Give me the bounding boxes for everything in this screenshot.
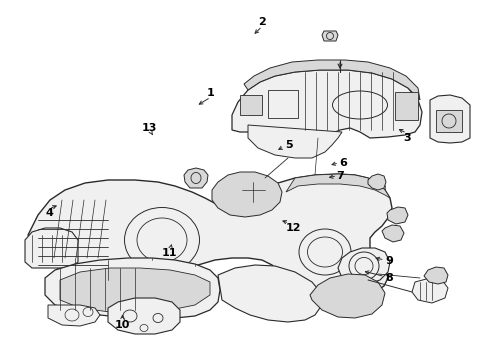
Polygon shape bbox=[28, 174, 392, 298]
Polygon shape bbox=[45, 258, 220, 318]
Polygon shape bbox=[218, 265, 322, 322]
Polygon shape bbox=[108, 298, 180, 334]
Text: 2: 2 bbox=[258, 17, 266, 27]
Text: 1: 1 bbox=[207, 88, 215, 98]
Polygon shape bbox=[60, 268, 210, 312]
Text: 13: 13 bbox=[142, 123, 157, 133]
Polygon shape bbox=[25, 228, 78, 268]
Text: 9: 9 bbox=[386, 256, 393, 266]
Text: 12: 12 bbox=[285, 222, 301, 233]
Polygon shape bbox=[240, 95, 262, 115]
Text: 11: 11 bbox=[161, 248, 177, 258]
Polygon shape bbox=[248, 125, 342, 158]
Text: 3: 3 bbox=[403, 132, 411, 143]
Polygon shape bbox=[412, 278, 448, 303]
Polygon shape bbox=[382, 225, 404, 242]
Polygon shape bbox=[430, 95, 470, 143]
Polygon shape bbox=[244, 60, 420, 100]
Text: 5: 5 bbox=[285, 140, 293, 150]
Text: 8: 8 bbox=[386, 273, 393, 283]
Polygon shape bbox=[322, 31, 338, 41]
Polygon shape bbox=[387, 207, 408, 224]
Text: 4: 4 bbox=[45, 208, 53, 218]
Polygon shape bbox=[286, 174, 390, 198]
Text: 10: 10 bbox=[115, 320, 130, 330]
Polygon shape bbox=[48, 305, 100, 326]
Polygon shape bbox=[268, 90, 298, 118]
Text: 7: 7 bbox=[337, 171, 344, 181]
Polygon shape bbox=[310, 274, 385, 318]
Polygon shape bbox=[424, 267, 448, 284]
Text: 6: 6 bbox=[339, 158, 347, 168]
Polygon shape bbox=[212, 172, 282, 217]
Polygon shape bbox=[436, 110, 462, 132]
Polygon shape bbox=[395, 92, 418, 120]
Polygon shape bbox=[338, 248, 390, 284]
Polygon shape bbox=[232, 70, 422, 138]
Polygon shape bbox=[184, 168, 208, 188]
Polygon shape bbox=[368, 174, 386, 190]
